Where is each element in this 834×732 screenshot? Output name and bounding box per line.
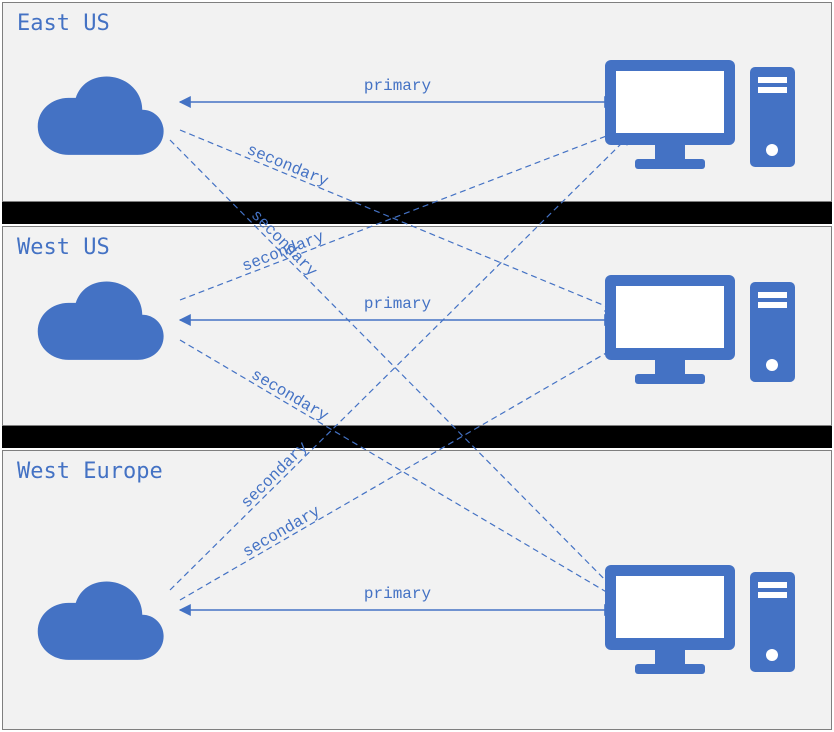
separator-bar: [2, 202, 832, 224]
computer-icon: [600, 560, 800, 684]
cloud-icon: [22, 272, 177, 371]
cloud-icon: [22, 572, 177, 671]
diagram-canvas: East US West US West Europe primaryprima…: [0, 0, 834, 732]
separator-bar: [2, 426, 832, 448]
region-label-west-us: West US: [17, 235, 110, 260]
computer-icon: [600, 55, 800, 179]
cloud-icon: [22, 67, 177, 166]
computer-icon: [600, 270, 800, 394]
region-label-west-europe: West Europe: [17, 459, 163, 484]
region-label-east-us: East US: [17, 11, 110, 36]
